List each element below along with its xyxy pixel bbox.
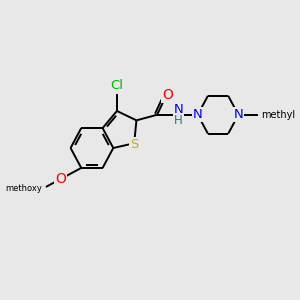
Text: S: S [130, 138, 138, 151]
Text: H: H [174, 114, 183, 127]
Text: methyl: methyl [261, 110, 296, 120]
Text: Cl: Cl [110, 80, 123, 92]
Text: O: O [162, 88, 173, 102]
Text: N: N [193, 108, 202, 121]
Text: N: N [233, 108, 243, 121]
Text: N: N [174, 103, 183, 116]
Text: methoxy: methoxy [5, 184, 42, 194]
Text: O: O [55, 172, 66, 186]
